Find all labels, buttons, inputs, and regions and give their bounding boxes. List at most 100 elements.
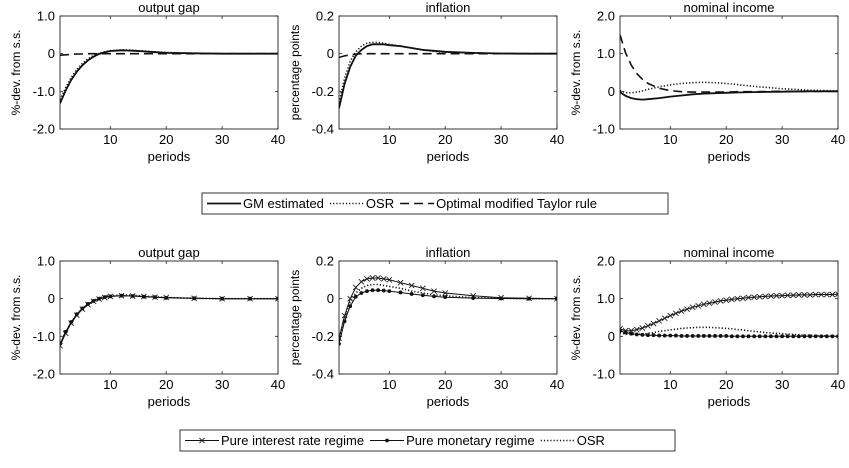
data-point-dot-marker	[746, 334, 751, 339]
data-point-x-marker	[812, 291, 819, 298]
x-axis-label: periods	[148, 394, 191, 409]
data-point-dot-marker	[409, 292, 414, 296]
chart-title: inflation	[426, 245, 471, 260]
x-tick-label: 30	[775, 377, 789, 392]
x-tick-label: 40	[271, 132, 285, 147]
data-point-x-marker	[369, 275, 376, 281]
chart-panel-3: nominal income 10 20 30 40 2.0 1.0 0 -1.0 periods…	[569, 0, 845, 164]
data-point-x-marker	[199, 437, 205, 444]
chart-title: nominal income	[683, 0, 774, 15]
data-point-x-marker	[795, 291, 802, 298]
data-point-dot-marker	[657, 333, 662, 338]
y-tick-label: -2.0	[33, 122, 55, 137]
data-point-x-marker	[364, 275, 370, 282]
data-point-dot-marker	[718, 334, 723, 338]
y-tick-label: 1.0	[37, 9, 55, 24]
chart-panel-4: output gap 10 20 30 40 1.0 0 -1.0 -2.0 periods %-d…	[9, 245, 285, 409]
data-point-x-marker	[408, 282, 415, 289]
data-point-x-marker	[431, 288, 437, 295]
x-tick-label: 30	[494, 377, 508, 392]
data-point-dot-marker	[376, 288, 381, 293]
data-point-x-marker	[650, 320, 657, 327]
data-point-x-marker	[717, 298, 724, 304]
data-point-x-marker	[695, 302, 702, 309]
plot-area	[619, 15, 839, 130]
legend-entry-label: Pure monetary regime	[406, 433, 535, 448]
data-point-x-marker	[419, 285, 426, 292]
data-point-dot-marker	[662, 333, 667, 338]
data-point-dot-marker	[729, 334, 734, 339]
data-point-x-marker	[829, 291, 836, 298]
x-tick-label: 10	[382, 132, 396, 147]
data-point-dot-marker	[701, 334, 706, 338]
y-tick-label: 0	[608, 84, 615, 99]
data-point-dot-marker	[387, 289, 392, 294]
data-point-x-marker	[352, 284, 359, 291]
data-point-x-marker	[656, 317, 663, 324]
data-point-x-marker	[745, 294, 752, 301]
chart-title: output gap	[138, 245, 199, 260]
y-axis-label: %-dev. from s.s.	[9, 30, 23, 116]
series-line	[60, 294, 278, 345]
legend-entry-label: Pure interest rate regime	[221, 433, 364, 448]
data-point-dot-marker	[802, 334, 807, 339]
data-point-dot-marker	[741, 334, 745, 339]
y-tick-label: 0	[608, 329, 615, 344]
x-tick-label: 10	[382, 377, 396, 392]
legend-box	[201, 192, 669, 215]
y-tick-label: -1.0	[593, 367, 615, 382]
data-point-dot-marker	[668, 333, 673, 338]
chart-title: inflation	[426, 0, 471, 15]
series-osr	[620, 326, 838, 337]
legend-entry-label: OSR	[577, 433, 605, 448]
data-point-dot-marker	[780, 334, 785, 339]
data-point-x-marker	[801, 291, 808, 298]
y-tick-label: 0	[48, 46, 55, 61]
data-point-dot-marker	[679, 334, 684, 338]
y-axis-label: %-dev. from s.s.	[9, 275, 23, 361]
legend-2: Pure interest rate regime Pure monetary r…	[179, 429, 676, 452]
x-tick-label: 20	[159, 132, 173, 147]
plot-area	[59, 15, 279, 130]
plot-area	[619, 260, 839, 375]
series-line	[620, 293, 838, 332]
x-axis-label: periods	[148, 149, 191, 164]
data-point-dot-marker	[769, 334, 773, 339]
x-tick-label: 20	[719, 132, 733, 147]
y-axis-label: %-dev. from s.s.	[569, 30, 583, 116]
data-point-x-marker	[823, 291, 830, 298]
y-tick-label: 0	[48, 291, 55, 306]
data-point-x-marker	[779, 292, 786, 299]
series-osr	[60, 294, 278, 345]
data-point-x-marker	[639, 325, 646, 331]
chart-panel-2: inflation 10 20 30 40 0.2 0 -0.2 -0.4 periods perc…	[288, 0, 564, 164]
x-tick-label: 40	[831, 132, 845, 147]
data-point-dot-marker	[353, 294, 358, 299]
legend-entry-label: GM estimated	[243, 196, 324, 211]
data-point-dot-marker	[774, 334, 779, 339]
data-point-dot-marker	[620, 328, 622, 333]
data-point-dot-marker	[97, 296, 102, 301]
data-point-dot-marker	[248, 296, 252, 301]
y-tick-label: 0.2	[316, 9, 334, 24]
series-line	[60, 52, 278, 56]
series-optimal-modified-taylor-rule	[60, 52, 278, 56]
series-line	[339, 283, 557, 341]
data-point-dot-marker	[713, 334, 717, 338]
data-point-x-marker	[734, 295, 741, 302]
data-point-x-marker	[818, 291, 825, 298]
data-point-x-marker	[784, 292, 791, 299]
data-point-dot-marker	[752, 334, 757, 339]
data-point-x-marker	[661, 315, 668, 322]
data-point-x-marker	[633, 326, 640, 333]
y-tick-label: -0.2	[312, 329, 334, 344]
x-tick-label: 10	[103, 132, 117, 147]
data-point-dot-marker	[527, 296, 531, 301]
data-point-dot-marker	[763, 334, 768, 339]
plot-area	[338, 260, 558, 375]
series-line	[620, 326, 838, 337]
y-tick-label: 1.0	[37, 254, 55, 269]
data-point-dot-marker	[385, 438, 389, 443]
y-tick-label: -1.0	[33, 329, 55, 344]
x-tick-label: 40	[550, 132, 564, 147]
